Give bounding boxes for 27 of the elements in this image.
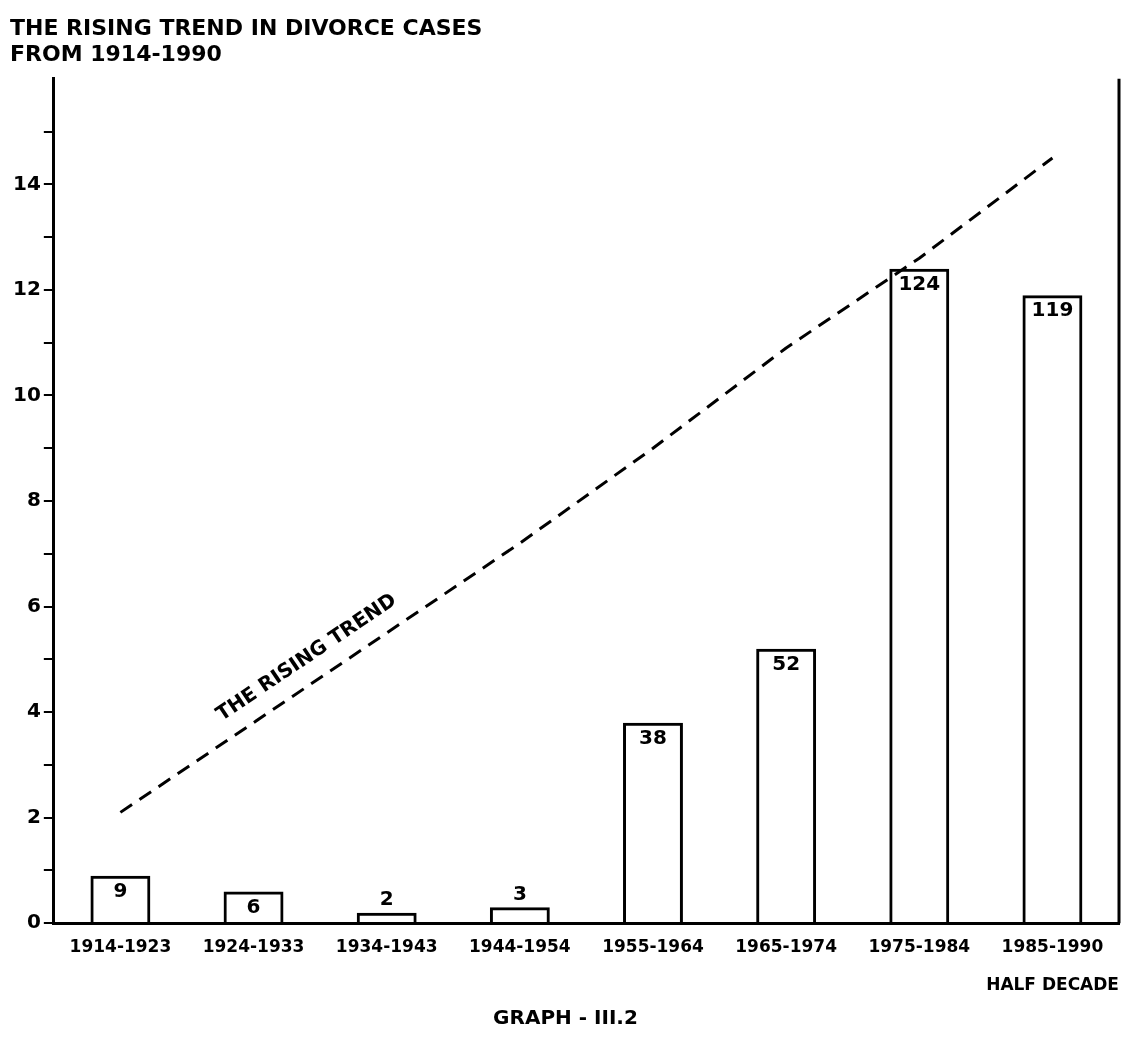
x-tick-label: 1975-1984 [868, 935, 971, 956]
x-tick-label: 1955-1964 [602, 935, 704, 956]
annotation: 124 [898, 270, 941, 295]
annotation: 38 [639, 724, 667, 749]
annotation: 2 [379, 885, 394, 910]
y-tick-label: 12 [12, 276, 41, 301]
x-tick-label: 1914-1923 [69, 935, 172, 956]
chart-title: THE RISING TREND IN DIVORCE CASES FROM 1914-1990 [10, 14, 483, 67]
x-tick-label: 1985-1990 [1001, 935, 1104, 956]
annotation: 3 [512, 880, 527, 905]
text: GRAPH - III.2 [492, 1005, 639, 1029]
y-tick-label: 2 [26, 803, 41, 828]
x-tick-label: 1965-1974 [735, 935, 838, 956]
y-tick-label: 14 [12, 170, 41, 195]
y-tick-label: 4 [26, 698, 41, 723]
x-tick-label: 1934-1943 [335, 935, 438, 956]
x-tick-label: 1944-1954 [469, 935, 571, 956]
annotation: 9 [113, 877, 128, 902]
x-axis-title: HALF DECADE [986, 974, 1119, 995]
x-tick-label: 1924-1933 [202, 935, 305, 956]
annotation: 6 [246, 893, 261, 918]
annotation: 52 [772, 650, 801, 675]
y-tick-label: 6 [26, 592, 41, 617]
y-tick-label: 8 [26, 487, 41, 512]
y-tick-label: 10 [12, 381, 41, 406]
y-tick-label: 0 [26, 909, 41, 934]
annotation: 119 [1031, 297, 1074, 322]
